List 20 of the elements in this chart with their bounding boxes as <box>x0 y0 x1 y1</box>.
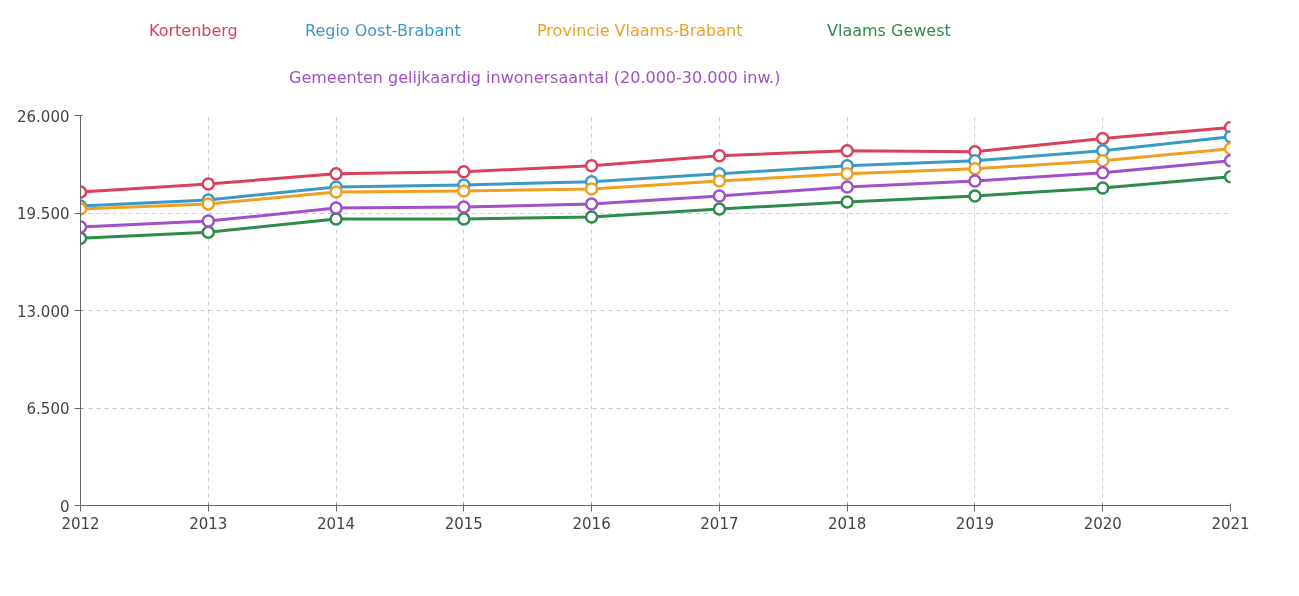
x-tick-label: 2020 <box>1083 514 1122 533</box>
x-tick-label: 2017 <box>700 514 739 533</box>
x-tick-label: 2013 <box>189 514 228 533</box>
text: Provincie Vlaams-Brabant <box>537 20 743 40</box>
text: Kortenberg <box>149 20 238 40</box>
y-tick-label: 13.000 <box>17 302 70 321</box>
x-tick-label: 2016 <box>572 514 611 533</box>
x-tick-label: 2014 <box>316 514 356 533</box>
text: Regio Oost-Brabant <box>305 20 461 40</box>
x-tick-label: 2021 <box>1211 514 1250 533</box>
y-tick-label: 26.000 <box>17 107 70 126</box>
y-tick-label: 6.500 <box>26 400 70 418</box>
x-tick-label: 2018 <box>828 514 867 533</box>
x-tick-label: 2012 <box>61 514 100 533</box>
text: Gemeenten gelijkaardig inwonersaantal (20.000-30.000 inw.) <box>289 67 781 87</box>
x-tick-label: 2019 <box>955 514 995 533</box>
y-tick-label: 0 <box>59 497 70 516</box>
x-tick-label: 2015 <box>444 514 483 533</box>
text: Vlaams Gewest <box>827 20 951 40</box>
y-tick-label: 19.500 <box>17 205 70 223</box>
